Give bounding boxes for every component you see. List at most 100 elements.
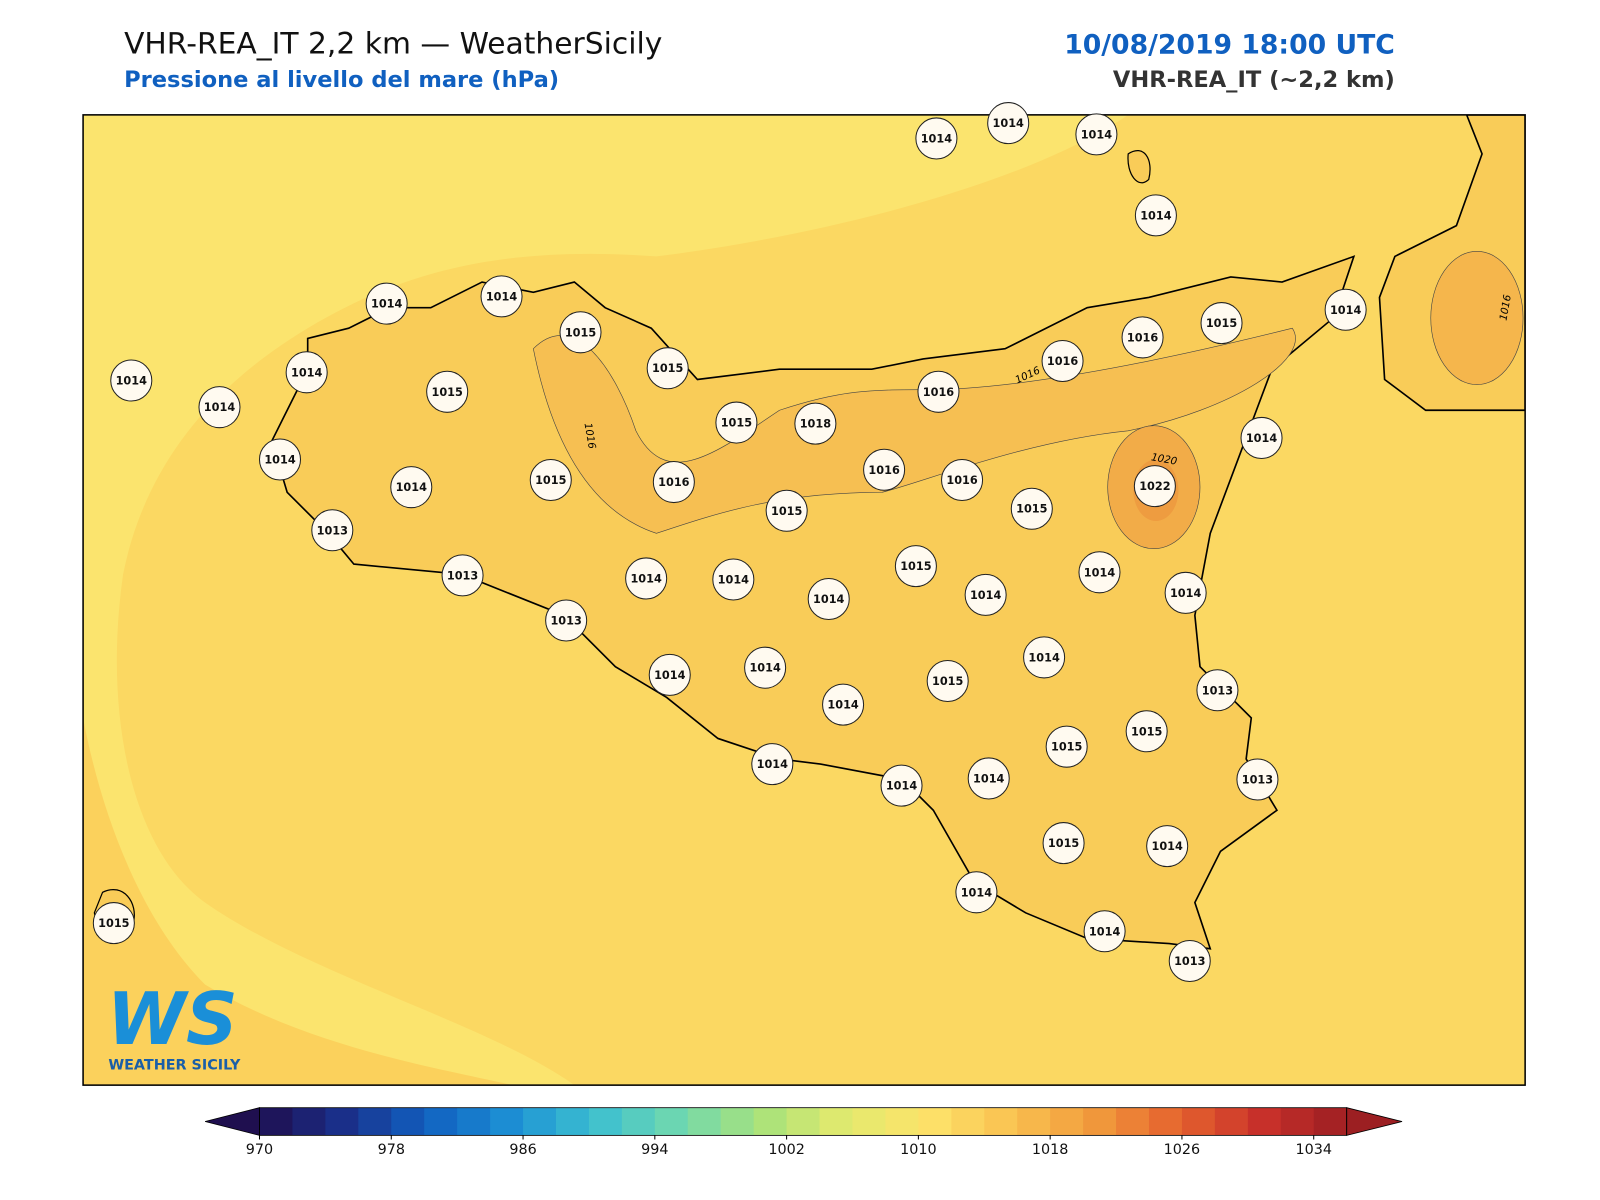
station: 1014: [365, 282, 408, 325]
colorbar-cell: [555, 1107, 590, 1136]
colorbar-cell: [523, 1107, 557, 1136]
station: 1014: [915, 117, 958, 160]
station-marker: [1045, 725, 1088, 768]
station-marker: [1196, 669, 1239, 712]
station-value: 1014: [827, 699, 859, 712]
station: 1022: [1133, 465, 1176, 508]
station: 1013: [1236, 758, 1279, 801]
colorbar-cell: [259, 1107, 293, 1136]
station: 1014: [955, 871, 998, 914]
map-frame: [82, 114, 1526, 1086]
station-marker: [917, 370, 960, 413]
colorbar-cell: [984, 1107, 1018, 1136]
station: 1014: [390, 466, 433, 509]
station: 1014: [1164, 571, 1207, 614]
station-marker: [744, 646, 787, 689]
station-value: 1013: [447, 569, 478, 582]
station: 1014: [1240, 416, 1283, 459]
colorbar-cell: [786, 1107, 821, 1136]
station-value: 1022: [1139, 480, 1170, 493]
station-marker: [1134, 194, 1177, 237]
station: 1015: [1125, 710, 1168, 753]
station-marker: [880, 764, 923, 807]
station: 1014: [744, 646, 787, 689]
station: 1013: [1196, 669, 1239, 712]
station-value: 1013: [1242, 774, 1273, 787]
station-value: 1015: [535, 474, 567, 487]
station-value: 1014: [1170, 587, 1202, 600]
station: 1018: [794, 402, 837, 445]
station-marker: [529, 458, 572, 502]
station-marker: [1042, 822, 1085, 865]
station: 1014: [285, 351, 328, 394]
station: 1014: [1083, 910, 1126, 953]
station: 1013: [1168, 940, 1211, 983]
station-value: 1015: [431, 386, 463, 399]
station: 1015: [894, 545, 937, 588]
colorbar-cell: [490, 1107, 524, 1136]
station-marker: [110, 359, 153, 402]
station-marker: [646, 347, 689, 390]
station: 1014: [110, 359, 153, 402]
station: 1014: [1078, 551, 1121, 594]
station: 1014: [880, 764, 923, 807]
station-value: 1014: [757, 758, 789, 771]
station-value: 1014: [961, 886, 993, 899]
station-marker: [751, 743, 794, 786]
colorbar-cell: [951, 1107, 985, 1136]
station-value: 1014: [1330, 304, 1362, 317]
station: 1014: [480, 275, 523, 318]
station-value: 1015: [652, 362, 684, 375]
station-value: 1014: [654, 669, 686, 682]
station-marker: [1121, 316, 1164, 359]
station-marker: [285, 351, 328, 394]
colorbar-tick-label: 1002: [768, 1142, 805, 1158]
colorbar-cell: [753, 1107, 788, 1136]
station-marker: [941, 458, 984, 502]
station-value: 1014: [204, 401, 236, 414]
colorbar-cell: [852, 1107, 886, 1136]
station-value: 1016: [658, 476, 690, 489]
colorbar-tick-label: 1018: [1032, 1142, 1069, 1158]
station: 1014: [625, 557, 668, 600]
station: 1014: [648, 653, 691, 696]
station-value: 1016: [946, 474, 978, 487]
station-marker: [807, 577, 850, 620]
colorbar-cell: [588, 1107, 623, 1136]
colorbar-cell: [1247, 1107, 1282, 1136]
station-value: 1013: [550, 615, 581, 628]
station-marker: [1133, 465, 1176, 508]
station: 1016: [1041, 340, 1084, 383]
station-marker: [1324, 288, 1367, 331]
station-value: 1015: [1048, 837, 1080, 850]
map-area: [83, 114, 1526, 1086]
station-marker: [652, 461, 695, 504]
station-marker: [545, 599, 588, 642]
station-marker: [92, 902, 135, 945]
colorbar-tick-label: 1034: [1295, 1142, 1332, 1158]
station-value: 1015: [1131, 725, 1163, 738]
station: 1014: [967, 757, 1010, 800]
colorbar-cell: [621, 1107, 656, 1136]
station-marker: [715, 401, 758, 444]
station-marker: [1125, 710, 1168, 753]
colorbar-cell: [1313, 1107, 1348, 1136]
station-value: 1013: [317, 524, 348, 537]
station: 1014: [822, 683, 865, 726]
station-marker: [955, 871, 998, 914]
station-value: 1014: [886, 780, 918, 793]
colorbar-tick-label: 970: [246, 1142, 273, 1158]
colorbar-cell: [1280, 1107, 1315, 1136]
station-marker: [1075, 113, 1118, 156]
station-marker: [311, 509, 354, 552]
station-value: 1014: [1151, 840, 1183, 853]
station: 1015: [646, 347, 689, 390]
station: 1014: [1134, 194, 1177, 237]
station-marker: [480, 275, 523, 318]
station-value: 1014: [1081, 128, 1113, 141]
station: 1013: [441, 554, 484, 597]
station-value: 1014: [1140, 209, 1172, 222]
model: VHR-REA_IT (~2,2 km): [1113, 67, 1395, 93]
station-marker: [967, 757, 1010, 800]
